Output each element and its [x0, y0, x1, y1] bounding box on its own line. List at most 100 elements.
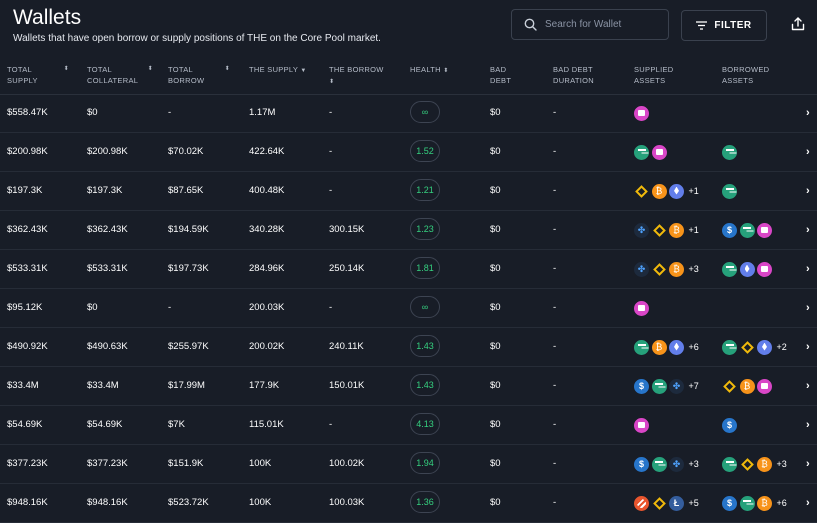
total-supply-cell: $948.16K — [7, 497, 48, 508]
health-badge: 1.94 — [410, 452, 440, 474]
total-supply-cell: $490.92K — [7, 341, 48, 352]
total-collateral-cell: $33.4M — [87, 380, 119, 391]
the-borrow-cell: - — [329, 146, 333, 157]
table-row[interactable]: $533.31K $533.31K $197.73K 284.96K 250.14K $0… — [0, 250, 817, 289]
sort-icon: ⬍ — [329, 79, 335, 85]
the-borrow-cell: 150.01K — [329, 380, 365, 391]
total-borrow-cell: - — [168, 302, 172, 313]
the-borrow-cell: - — [329, 302, 333, 313]
col-the-supply[interactable]: THE SUPPLY ▼ — [249, 65, 307, 74]
borrowed-assets — [722, 182, 742, 200]
chevron-right-icon[interactable]: › — [806, 497, 810, 509]
bnb-token-icon — [652, 496, 667, 511]
table-row[interactable]: $377.23K $377.23K $151.9K 100K 100.02K $0 - 1.9… — [0, 445, 817, 484]
borrowed-more-count: +2 — [776, 342, 787, 352]
total-supply-cell: $95.12K — [7, 302, 43, 313]
the-borrow-cell: 300.15K — [329, 224, 365, 235]
health-badge: 4.13 — [410, 413, 440, 435]
col-health[interactable]: HEALTH ⬍ — [410, 65, 449, 74]
chevron-right-icon[interactable]: › — [806, 458, 810, 470]
health-badge: 1.36 — [410, 491, 440, 513]
table-row[interactable]: $33.4M $33.4M $17.99M 177.9K 150.01K $0 - 1.43 +… — [0, 367, 817, 406]
chevron-right-icon[interactable]: › — [806, 419, 810, 431]
total-supply-cell: $362.43K — [7, 224, 48, 235]
health-badge: 1.43 — [410, 335, 440, 357]
chevron-right-icon[interactable]: › — [806, 224, 810, 236]
the-borrow-cell: 100.02K — [329, 458, 365, 469]
sort-icon: ⬍ — [63, 66, 69, 72]
total-borrow-cell: $523.72K — [168, 497, 209, 508]
the-supply-cell: 200.02K — [249, 341, 285, 352]
cake-token-icon — [634, 495, 649, 511]
total-borrow-cell: $7K — [168, 419, 185, 430]
total-supply-cell: $33.4M — [7, 380, 39, 391]
total-collateral-cell: $197.3K — [87, 185, 123, 196]
bad-debt-duration-cell: - — [553, 302, 557, 313]
table-row[interactable]: $558.47K $0 - 1.17M - $0 - ∞ › — [0, 94, 817, 133]
supplied-assets: +7 — [634, 377, 699, 395]
table-body: $558.47K $0 - 1.17M - $0 - ∞ › $200.98K $200.98K $7… — [0, 94, 817, 523]
table-row[interactable]: $197.3K $197.3K $87.65K 400.48K - $0 - 1.21 +1 › — [0, 172, 817, 211]
table-row[interactable]: $200.98K $200.98K $70.02K 422.64K - $0 - 1.52 › — [0, 133, 817, 172]
total-supply-cell: $200.98K — [7, 146, 48, 157]
bad-debt-duration-cell: - — [553, 146, 557, 157]
total-borrow-cell: $194.59K — [168, 224, 209, 235]
total-collateral-cell: $490.63K — [87, 341, 128, 352]
chevron-right-icon[interactable]: › — [806, 146, 810, 158]
eth-token-icon — [739, 261, 755, 277]
total-borrow-cell: $70.02K — [168, 146, 204, 157]
usdc-token-icon — [634, 456, 649, 472]
supplied-more-count: +1 — [688, 186, 699, 196]
usdt-token-icon — [722, 456, 737, 472]
filter-label: FILTER — [714, 20, 752, 31]
col-total-supply[interactable]: TOTAL SUPPLY ⬍ — [7, 65, 69, 85]
table-row[interactable]: $95.12K $0 - 200.03K - $0 - ∞ › — [0, 289, 817, 328]
the-supply-cell: 100K — [249, 458, 272, 469]
usdt-token-icon — [722, 339, 737, 355]
total-supply-cell: $377.23K — [7, 458, 48, 469]
total-collateral-cell: $54.69K — [87, 419, 123, 430]
total-borrow-cell: - — [168, 107, 172, 118]
chevron-right-icon[interactable]: › — [806, 380, 810, 392]
the-token-icon — [757, 222, 772, 238]
table-row[interactable]: $490.92K $490.63K $255.97K 200.02K 240.11K $0… — [0, 328, 817, 367]
filter-button[interactable]: FILTER — [681, 10, 767, 41]
col-supplied-assets: SUPPLIED ASSETS — [634, 65, 674, 85]
col-bad-debt[interactable]: BAD DEBT — [490, 65, 512, 85]
bad-debt-duration-cell: - — [553, 419, 557, 430]
total-collateral-cell: $200.98K — [87, 146, 128, 157]
search-input[interactable] — [545, 19, 655, 30]
usdc-token-icon — [722, 417, 737, 433]
supplied-more-count: +1 — [688, 225, 699, 235]
supplied-more-count: +3 — [688, 459, 699, 469]
search-box[interactable] — [511, 9, 669, 40]
the-supply-cell: 115.01K — [249, 419, 284, 430]
table-row[interactable]: $948.16K $948.16K $523.72K 100K 100.03K $0 - 1.… — [0, 484, 817, 523]
bnb-token-icon — [652, 262, 667, 277]
chevron-right-icon[interactable]: › — [806, 302, 810, 314]
chevron-right-icon[interactable]: › — [806, 185, 810, 197]
supplied-assets: +6 — [634, 338, 699, 356]
supplied-more-count: +6 — [688, 342, 699, 352]
chevron-right-icon[interactable]: › — [806, 263, 810, 275]
bnb-token-icon — [634, 184, 649, 199]
usdt-token-icon — [634, 144, 649, 160]
health-badge: 1.52 — [410, 140, 440, 162]
the-supply-cell: 284.96K — [249, 263, 285, 274]
bad-debt-cell: $0 — [490, 146, 501, 157]
page-subtitle: Wallets that have open borrow or supply … — [13, 33, 381, 44]
supplied-more-count: +3 — [688, 264, 699, 274]
share-icon[interactable] — [791, 17, 805, 31]
chevron-right-icon[interactable]: › — [806, 107, 810, 119]
table-row[interactable]: $362.43K $362.43K $194.59K 340.28K 300.15K $0… — [0, 211, 817, 250]
usdt-token-icon — [651, 456, 667, 472]
supplied-assets — [634, 104, 654, 122]
col-bad-debt-duration[interactable]: BAD DEBT DURATION — [553, 65, 595, 85]
the-borrow-cell: - — [329, 419, 333, 430]
col-total-borrow[interactable]: TOTAL BORROW ⬍ — [168, 65, 230, 85]
col-total-collateral[interactable]: TOTAL COLLATERAL ⬍ — [87, 65, 153, 85]
table-row[interactable]: $54.69K $54.69K $7K 115.01K - $0 - 4.13 › — [0, 406, 817, 445]
total-supply-cell: $533.31K — [7, 263, 48, 274]
chevron-right-icon[interactable]: › — [806, 341, 810, 353]
col-the-borrow[interactable]: THE BORROW ⬍ — [329, 65, 384, 85]
